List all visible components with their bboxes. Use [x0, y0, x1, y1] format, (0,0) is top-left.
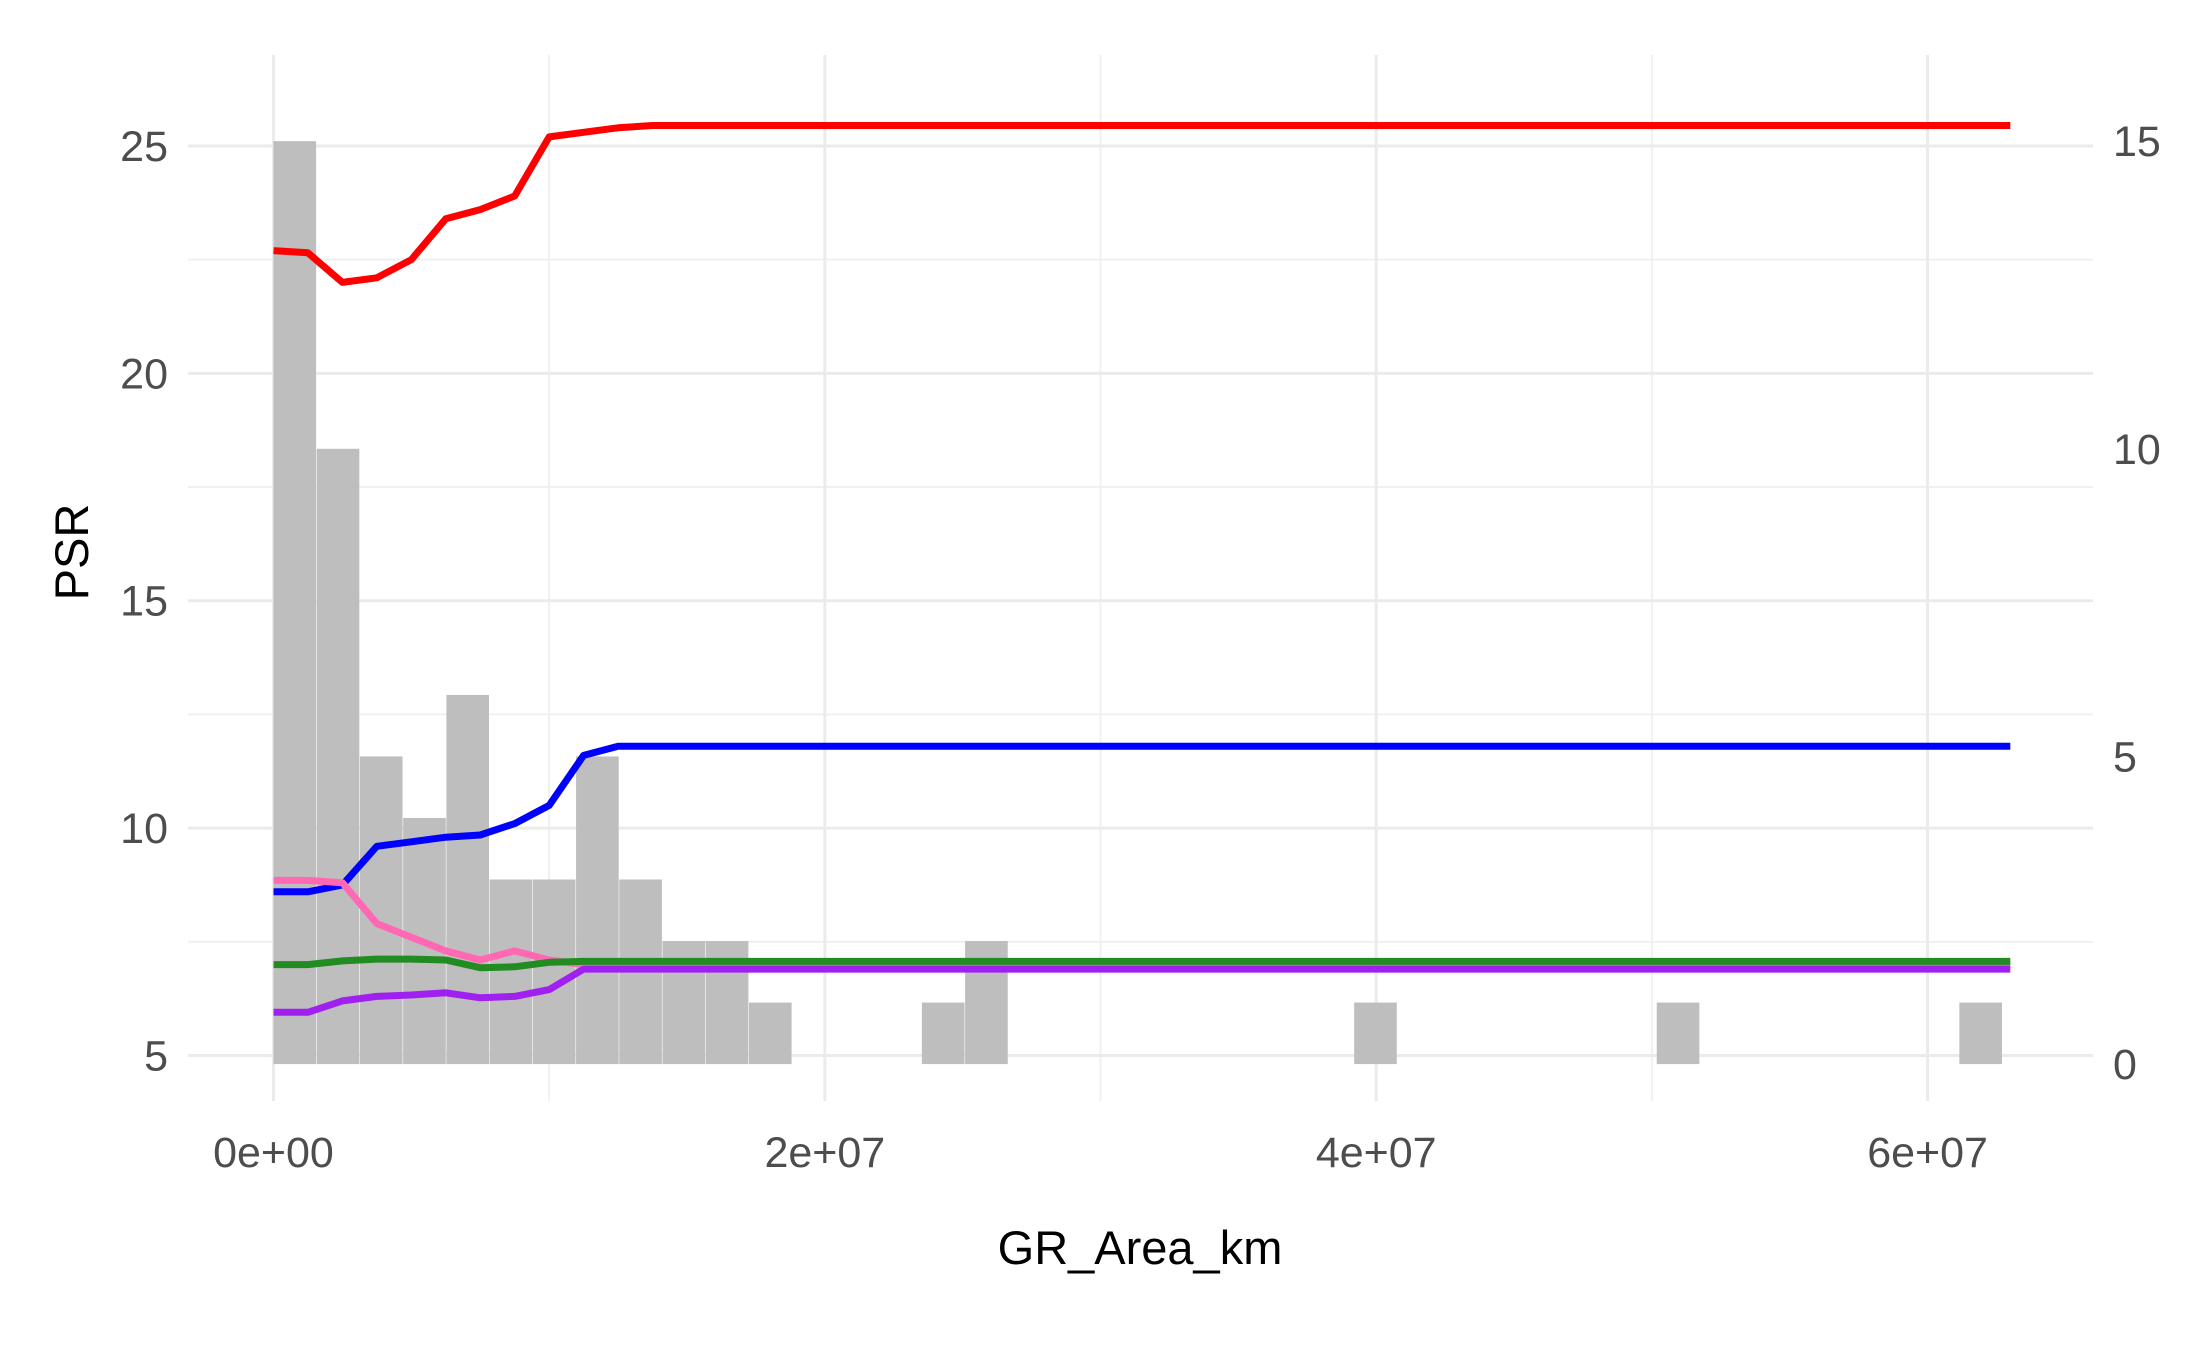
y-axis-right-ticks: 0 5 10 15 — [2113, 118, 2161, 1089]
y-tick-label-right: 5 — [2113, 733, 2137, 781]
histogram-bar — [748, 1002, 792, 1065]
series-line-2 — [273, 742, 2011, 896]
x-tick-label: 0e+00 — [213, 1129, 334, 1177]
x-tick-label: 6e+07 — [1867, 1129, 1988, 1177]
histogram-bar — [1354, 1002, 1397, 1065]
series-line-1 — [273, 122, 2011, 286]
histogram-bar — [446, 694, 490, 1065]
y-tick-label-right: 0 — [2113, 1041, 2137, 1089]
y-axis-title: PSR — [45, 504, 98, 601]
y-tick-label-right: 10 — [2113, 426, 2161, 474]
y-tick-label-left: 20 — [120, 350, 168, 398]
x-tick-label: 4e+07 — [1316, 1129, 1437, 1177]
histogram-bar — [921, 1002, 965, 1065]
y-axis-left-ticks: 5 10 15 20 25 — [120, 123, 168, 1081]
histogram-bar — [316, 448, 360, 1065]
histogram-bar — [576, 756, 619, 1065]
y-tick-label-left: 15 — [120, 578, 168, 626]
y-tick-label-right: 15 — [2113, 118, 2161, 166]
x-tick-label: 2e+07 — [764, 1129, 885, 1177]
histogram-bar — [273, 141, 317, 1065]
series-line-5 — [273, 965, 2011, 1016]
series-lines — [273, 122, 2011, 1016]
histogram-bar — [489, 879, 533, 1065]
y-tick-label-left: 5 — [144, 1033, 168, 1081]
series-line-4 — [273, 955, 2011, 972]
y-tick-label-left: 25 — [120, 123, 168, 171]
x-axis-ticks: 0e+00 2e+07 4e+07 6e+07 — [213, 1129, 1988, 1177]
histogram-bar — [532, 879, 576, 1065]
histogram-bar — [1959, 1002, 2002, 1065]
histogram-bars — [273, 141, 2002, 1065]
x-axis-title: GR_Area_km — [998, 1221, 1283, 1274]
y-tick-label-left: 10 — [120, 805, 168, 853]
histogram-bar — [1656, 1002, 1700, 1065]
